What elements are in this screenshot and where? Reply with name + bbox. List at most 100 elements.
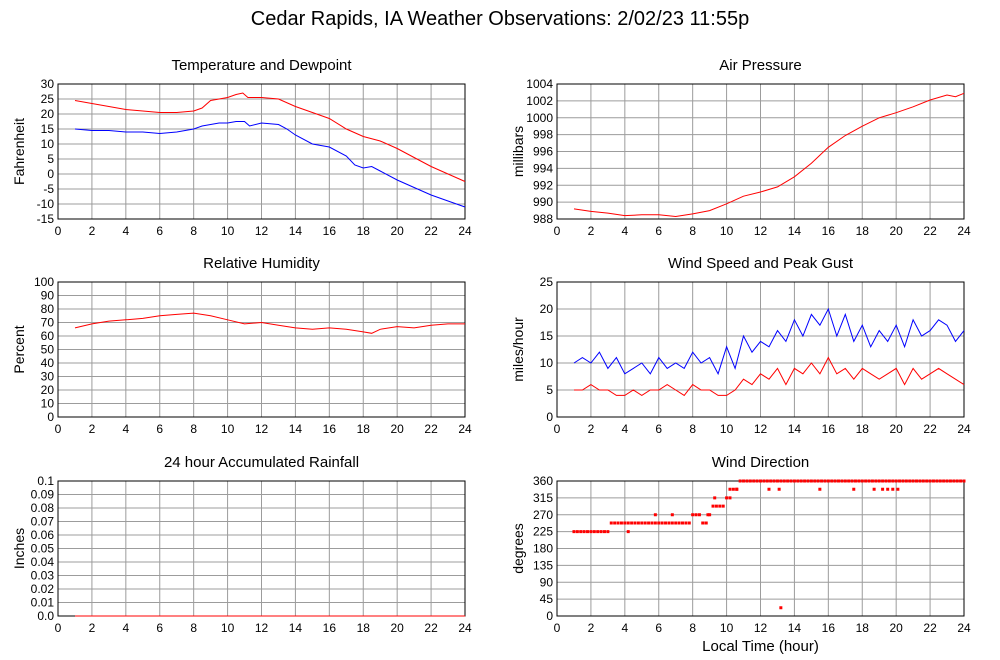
data-point	[823, 479, 827, 483]
x-tick-label: 24	[957, 621, 971, 635]
chart-title: Wind Speed and Peak Gust	[668, 255, 854, 272]
data-point	[792, 479, 796, 483]
x-tick-label: 16	[822, 224, 836, 238]
x-tick-label: 10	[221, 224, 235, 238]
x-tick-label: 20	[889, 621, 903, 635]
data-point	[799, 479, 803, 483]
x-tick-label: 16	[323, 422, 337, 436]
x-tick-label: 4	[621, 224, 628, 238]
y-tick-label: 10	[41, 397, 55, 411]
chart-pressure: 0 2 4 6 8 10 12 14 16 18 20 22 249889909929949969981…	[510, 57, 971, 238]
data-point	[803, 479, 807, 483]
data-point	[630, 521, 634, 525]
chart-rain: 0 2 4 6 8 10 12 14 16 18 20 22 240.00.010.020.030.04…	[11, 454, 472, 635]
x-tick-label: 8	[689, 422, 696, 436]
x-tick-label: 10	[221, 621, 235, 635]
data-point	[640, 521, 644, 525]
x-tick-label: 16	[323, 224, 337, 238]
data-point	[833, 479, 837, 483]
plot-frame	[556, 281, 965, 418]
x-tick-label: 22	[923, 422, 937, 436]
data-point	[687, 521, 691, 525]
x-tick-label: 8	[689, 224, 696, 238]
y-tick-label: 90	[41, 289, 55, 303]
data-point	[847, 479, 851, 483]
plot-frame	[556, 83, 965, 220]
x-tick-label: 20	[390, 422, 404, 436]
x-tick-label: 14	[289, 422, 303, 436]
data-point	[901, 479, 905, 483]
y-tick-label: 15	[540, 329, 554, 343]
data-point	[769, 479, 773, 483]
data-point	[701, 521, 705, 525]
x-tick-label: 0	[55, 224, 62, 238]
x-tick-label: 2	[89, 422, 96, 436]
data-point	[592, 530, 596, 534]
data-point	[887, 479, 891, 483]
x-tick-label: 20	[889, 224, 903, 238]
chart-wdir: 0 2 4 6 8 10 12 14 16 18 20 22 240459013518022527031…	[510, 454, 971, 655]
data-point	[670, 521, 674, 525]
data-point	[872, 487, 876, 491]
data-point	[609, 521, 613, 525]
data-point	[596, 530, 600, 534]
x-tick-label: 12	[754, 621, 768, 635]
x-tick-label: 10	[720, 422, 734, 436]
series-line-0	[573, 307, 965, 376]
y-tick-label: 270	[533, 508, 553, 522]
data-point	[704, 521, 708, 525]
y-tick-label: 994	[533, 161, 553, 175]
data-point	[830, 479, 834, 483]
x-tick-label: 2	[588, 422, 595, 436]
data-point	[948, 479, 952, 483]
data-point	[837, 479, 841, 483]
data-point	[938, 479, 942, 483]
data-point	[779, 479, 783, 483]
y-tick-label: 998	[533, 128, 553, 142]
data-point	[850, 479, 854, 483]
data-point	[745, 479, 749, 483]
y-tick-label: 0.03	[31, 569, 55, 583]
data-point	[586, 530, 590, 534]
x-tick-label: 18	[856, 224, 870, 238]
y-tick-label: 0.02	[31, 582, 55, 596]
y-tick-label: 988	[533, 212, 553, 226]
y-tick-label: 0.09	[31, 488, 55, 502]
x-tick-label: 10	[720, 621, 734, 635]
x-tick-label: 24	[957, 422, 971, 436]
y-tick-label: 30	[41, 77, 55, 91]
data-point	[952, 479, 956, 483]
x-tick-label: 6	[655, 621, 662, 635]
data-point	[767, 487, 771, 491]
data-point	[955, 479, 959, 483]
data-point	[670, 513, 674, 517]
x-tick-label: 14	[289, 224, 303, 238]
x-tick-label: 16	[822, 422, 836, 436]
data-point	[653, 521, 657, 525]
plot-frame	[57, 281, 466, 418]
x-tick-label: 6	[156, 621, 163, 635]
y-tick-label: 10	[540, 356, 554, 370]
x-tick-label: 12	[255, 422, 269, 436]
data-point	[718, 504, 722, 508]
data-point	[870, 479, 874, 483]
data-point	[708, 513, 712, 517]
data-point	[864, 479, 868, 483]
x-tick-label: 22	[424, 422, 438, 436]
y-axis-label: degrees	[510, 523, 526, 574]
y-tick-label: 990	[533, 195, 553, 209]
y-tick-label: 45	[540, 592, 554, 606]
x-tick-label: 18	[856, 422, 870, 436]
data-point	[772, 479, 776, 483]
x-tick-label: 14	[788, 422, 802, 436]
data-point	[589, 530, 593, 534]
y-tick-label: 15	[41, 122, 55, 136]
data-point	[782, 479, 786, 483]
y-tick-label: 80	[41, 302, 55, 316]
data-point	[959, 479, 963, 483]
data-point	[650, 521, 654, 525]
data-point	[677, 521, 681, 525]
x-tick-label: 24	[458, 422, 472, 436]
chart-title: Temperature and Dewpoint	[171, 57, 352, 74]
